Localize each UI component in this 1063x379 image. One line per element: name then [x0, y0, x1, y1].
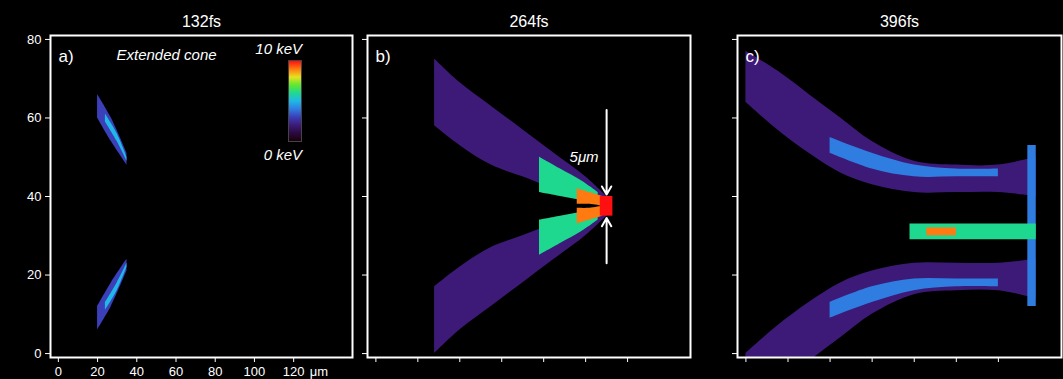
svg-text:a): a) [59, 47, 74, 66]
svg-text:132fs: 132fs [182, 13, 221, 30]
svg-text:Extended cone: Extended cone [117, 46, 217, 63]
svg-text:100: 100 [244, 364, 266, 379]
svg-text:40: 40 [27, 189, 41, 204]
svg-text:60: 60 [169, 364, 183, 379]
svg-text:c): c) [746, 47, 760, 66]
svg-text:b): b) [376, 47, 391, 66]
svg-text:80: 80 [208, 364, 222, 379]
svg-text:120: 120 [283, 364, 305, 379]
svg-text:μm: μm [310, 364, 328, 379]
svg-text:396fs: 396fs [880, 13, 919, 30]
html-text:10 keV: 10 keV [255, 40, 302, 57]
svg-text:40: 40 [130, 364, 144, 379]
svg-text:5μm: 5μm [570, 148, 599, 165]
svg-text:0: 0 [34, 346, 41, 361]
svg-text:0: 0 [55, 364, 62, 379]
html-text:0 keV: 0 keV [263, 146, 302, 163]
svg-text:60: 60 [27, 110, 41, 125]
svg-text:20: 20 [90, 364, 104, 379]
svg-text:264fs: 264fs [509, 13, 548, 30]
svg-text:80: 80 [27, 32, 41, 47]
svg-text:20: 20 [27, 267, 41, 282]
